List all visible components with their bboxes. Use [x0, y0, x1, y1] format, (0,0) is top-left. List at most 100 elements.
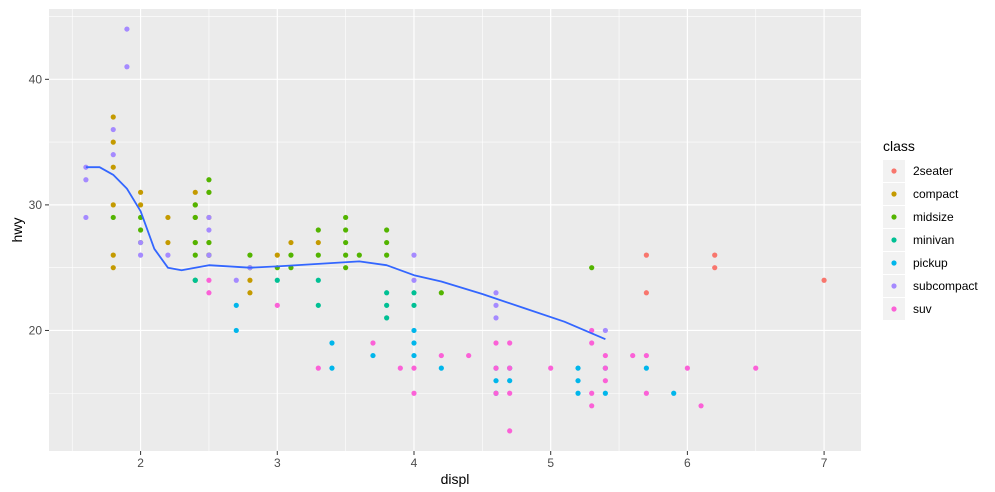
point-midsize: [192, 252, 198, 258]
point-pickup: [575, 378, 581, 384]
point-midsize: [343, 227, 349, 233]
point-subcompact: [493, 315, 499, 321]
point-compact: [315, 239, 321, 246]
point-suv: [507, 365, 513, 371]
data-points: [83, 26, 827, 434]
y-tick-label: 40: [29, 72, 43, 86]
point-midsize: [343, 252, 349, 258]
point-midsize: [315, 227, 321, 233]
legend-swatch-pickup: [891, 260, 897, 266]
legend-swatch-2seater: [891, 168, 897, 174]
point-suv: [753, 365, 759, 371]
point-pickup: [438, 365, 444, 371]
point-suv: [315, 365, 321, 371]
grid-minor: [49, 9, 861, 451]
point-subcompact: [206, 252, 212, 258]
point-minivan: [384, 302, 390, 308]
point-compact: [288, 239, 294, 246]
point-minivan: [384, 315, 390, 321]
legend-label-pickup: pickup: [913, 256, 948, 270]
point-subcompact: [165, 252, 171, 258]
point-pickup: [329, 340, 335, 346]
point-minivan: [315, 302, 321, 308]
point-midsize: [438, 290, 444, 296]
point-minivan: [411, 290, 417, 296]
point-compact: [110, 114, 116, 120]
point-pickup: [671, 390, 677, 396]
point-pickup: [411, 340, 417, 346]
point-pickup: [493, 378, 499, 384]
point-suv: [274, 302, 280, 308]
point-suv: [589, 390, 595, 396]
point-midsize: [137, 227, 144, 233]
point-subcompact: [493, 302, 499, 308]
point-suv: [507, 428, 513, 434]
point-midsize: [288, 252, 294, 258]
x-tick-label: 7: [821, 456, 828, 470]
point-midsize: [589, 265, 595, 271]
legend-swatch-subcompact: [891, 283, 897, 289]
legend-swatch-compact: [891, 191, 897, 197]
point-suv: [493, 340, 499, 346]
point-compact: [110, 164, 116, 170]
point-compact: [165, 239, 171, 246]
point-compact: [110, 202, 116, 208]
point-subcompact: [124, 26, 130, 32]
point-midsize: [384, 227, 390, 233]
point-midsize: [192, 239, 198, 246]
point-compact: [247, 290, 253, 296]
point-2seater: [712, 252, 718, 258]
point-subcompact: [233, 277, 239, 283]
point-compact: [247, 277, 253, 283]
x-tick-label: 5: [547, 456, 554, 470]
point-subcompact: [602, 327, 608, 334]
point-midsize: [192, 214, 198, 221]
point-midsize: [343, 214, 349, 221]
point-suv: [493, 365, 499, 371]
point-midsize: [384, 252, 390, 258]
point-midsize: [247, 252, 253, 258]
legend-title: class: [883, 138, 915, 154]
point-minivan: [384, 290, 390, 296]
point-midsize: [206, 177, 212, 183]
point-subcompact: [83, 214, 89, 221]
legend-label-minivan: minivan: [913, 233, 954, 247]
point-subcompact: [493, 290, 499, 296]
x-axis-ticks: 2 3 4 5 6 7: [137, 451, 828, 470]
point-pickup: [411, 327, 417, 334]
point-suv: [397, 365, 403, 371]
point-suv: [684, 365, 690, 371]
point-suv: [206, 290, 212, 296]
point-subcompact: [83, 177, 89, 183]
point-midsize: [343, 265, 349, 271]
smooth-line: [85, 166, 606, 341]
point-pickup: [411, 352, 417, 359]
point-suv: [507, 390, 513, 396]
point-subcompact: [110, 152, 116, 158]
legend-label-subcompact: subcompact: [913, 279, 978, 293]
point-pickup: [575, 390, 581, 396]
x-axis-title: displ: [441, 471, 470, 487]
point-subcompact: [137, 239, 144, 246]
legend-label-compact: compact: [913, 187, 959, 201]
point-2seater: [643, 290, 649, 296]
legend-label-suv: suv: [913, 302, 932, 316]
point-pickup: [233, 327, 239, 334]
point-midsize: [343, 239, 349, 246]
point-midsize: [206, 239, 212, 246]
x-tick-label: 2: [137, 456, 144, 470]
plot-panel: [49, 9, 861, 451]
point-compact: [137, 202, 144, 208]
point-minivan: [411, 302, 417, 308]
point-midsize: [192, 202, 198, 208]
point-subcompact: [411, 277, 417, 283]
legend-label-2seater: 2seater: [913, 164, 953, 178]
x-tick-label: 4: [411, 456, 418, 470]
point-subcompact: [110, 126, 116, 133]
point-subcompact: [411, 252, 417, 258]
point-midsize: [356, 252, 362, 258]
point-compact: [274, 252, 280, 258]
smooth-curve: [85, 166, 606, 341]
legend-label-midsize: midsize: [913, 210, 954, 224]
